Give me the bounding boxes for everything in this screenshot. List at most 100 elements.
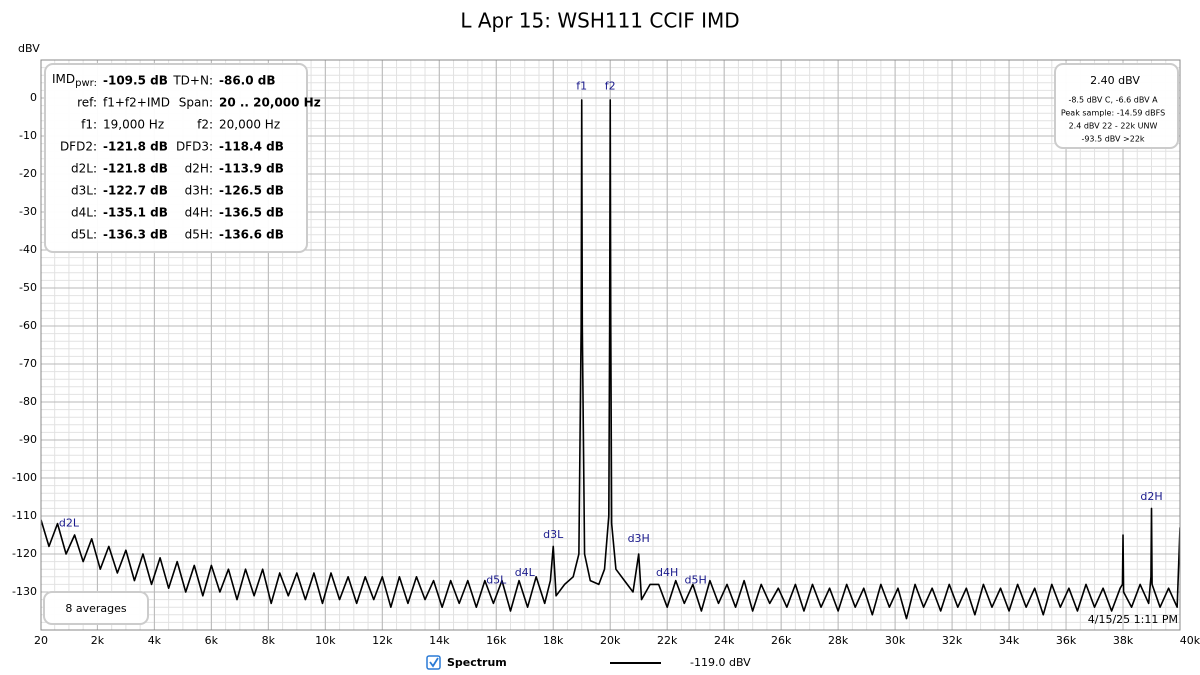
y-tick-label: -10 [19,129,37,142]
peak-label: d2L [59,517,80,530]
x-tick-label: 32k [942,634,963,647]
stat-value: -122.7 dB [103,184,168,198]
averages-box [43,591,149,625]
spectrum-line [41,99,1180,620]
plot-frame [40,59,1181,631]
y-tick-label: -30 [19,205,37,218]
stat-label: DFD3: [176,140,213,154]
y-tick-label: -80 [19,395,37,408]
overlay: f1 f2 d2L d3L d4L d5L d3H d4H d5H d2H IMDpwr: -109.… [43,63,1179,626]
x-tick-label: 30k [885,634,906,647]
legend-check [429,657,439,668]
stat-value: 19,000 Hz [103,118,164,132]
y-tick-label: -20 [19,167,37,180]
stat-label: d5L: [71,228,97,242]
y-tick-label: -100 [12,471,37,484]
stat-label: d3L: [71,184,97,198]
peak-label: d4H [656,566,678,579]
stat-value: 20,000 Hz [219,118,280,132]
peak-label: d3L [543,528,564,541]
peak-label: d5H [685,574,707,587]
x-tick-label: 10k [315,634,336,647]
stat-label: d3H: [185,184,213,198]
chart-title: L Apr 15: WSH111 CCIF IMD [460,9,739,33]
x-tick-label: 28k [828,634,849,647]
stat-value: -136.5 dB [219,206,284,220]
x-tick-label: 24k [714,634,735,647]
peak-label: d2H [1140,490,1162,503]
x-tick-label: 20k [600,634,621,647]
stat-value: -135.1 dB [103,206,168,220]
stats-box [44,63,308,253]
x-tick-label: 4k [148,634,162,647]
stat-label: DFD2: [60,140,97,154]
y-tick-label: -50 [19,281,37,294]
stat-value: 20 .. 20,000 Hz [219,96,321,110]
stat-value: -121.8 dB [103,162,168,176]
y-axis-label: dBV [18,42,40,55]
y-tick-label: -120 [12,547,37,560]
stat-value: -118.4 dB [219,140,284,154]
stat-value: -86.0 dB [219,74,276,88]
stat-label: ref: [77,96,97,110]
stat-value: -126.5 dB [219,184,284,198]
y-tick-label: -90 [19,433,37,446]
stat-value: -113.9 dB [219,162,284,176]
x-tick-label: 14k [429,634,450,647]
stat-label: d2L: [71,162,97,176]
x-tick-label: 12k [372,634,393,647]
y-tick-label: -40 [19,243,37,256]
stat-label: Span: [179,96,213,110]
averages-label: 8 averages [65,602,127,615]
stat-label-main: IMD [52,72,75,86]
x-tick-label: 36k [1056,634,1077,647]
level-box [1054,63,1179,149]
x-tick-label: 16k [486,634,507,647]
level-value: 2.40 dBV [1090,74,1140,87]
stat-label: d4H: [185,206,213,220]
level-line: 2.4 dBV 22 - 22k UNW [1069,122,1158,131]
x-tick-label: 6k [205,634,219,647]
peak-label: f2 [605,80,616,93]
stat-label: f1: [81,118,97,132]
x-tick-label: 34k [999,634,1020,647]
x-tick-label: 20 [34,634,48,647]
stat-label: d2H: [185,162,213,176]
stat-value: -109.5 dB [103,74,168,88]
level-line: -93.5 dBV >22k [1081,135,1144,144]
x-tick-label: 40kHz [1180,634,1200,647]
stat-value: f1+f2+IMD [103,96,170,110]
x-tick-label: 26k [771,634,792,647]
plot-area [41,99,1180,620]
x-tick-label: 38k [1113,634,1134,647]
y-tick-label: -70 [19,357,37,370]
stat-label: f2: [197,118,213,132]
stat-value: -121.8 dB [103,140,168,154]
x-tick-label: 2k [91,634,105,647]
stat-label: IMDpwr: [52,72,97,90]
grid [40,59,1181,631]
level-line: Peak sample: -14.59 dBFS [1061,109,1165,118]
timestamp: 4/15/25 1:11 PM [1088,613,1178,626]
peak-label: f1 [576,80,587,93]
y-tick-label: -60 [19,319,37,332]
y-tick-label: 0 [30,91,37,104]
y-tick-label: -130 [12,585,37,598]
stat-label-sub: pwr: [75,78,97,89]
stat-label: d5H: [185,228,213,242]
x-tick-label: 18k [543,634,564,647]
stat-label: TD+N: [172,74,213,88]
y-tick-label: -110 [12,509,37,522]
x-tick-label: 22k [657,634,678,647]
stat-value: -136.6 dB [219,228,284,242]
peak-label: d3H [628,532,650,545]
legend-value: -119.0 dBV [690,656,751,669]
stat-label: d4L: [71,206,97,220]
stat-value: -136.3 dB [103,228,168,242]
peak-label: d4L [515,566,536,579]
peak-label: d5L [486,574,507,587]
x-tick-label: 8k [262,634,276,647]
legend-checkbox[interactable] [426,655,441,670]
level-line: -8.5 dBV C, -6.6 dBV A [1068,96,1158,105]
